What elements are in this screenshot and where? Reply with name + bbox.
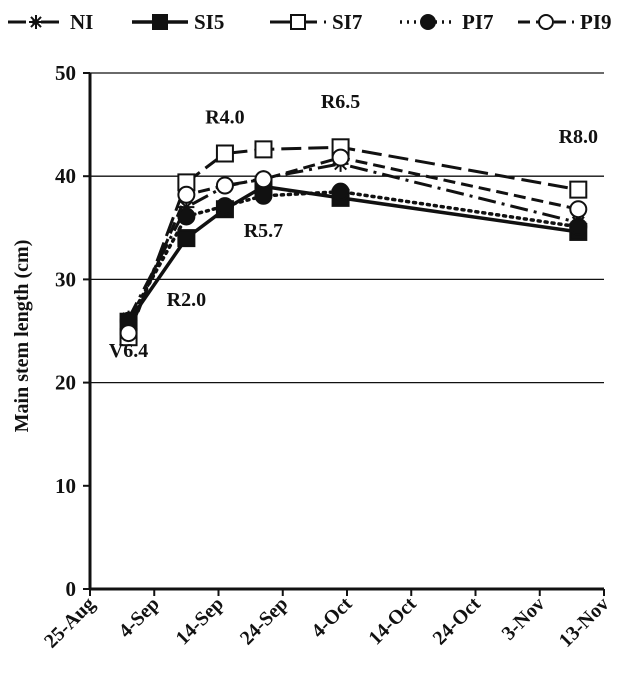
legend-label: PI7 bbox=[462, 10, 494, 34]
y-tick-label: 40 bbox=[55, 164, 76, 188]
data-point-pi7 bbox=[177, 207, 196, 226]
legend-marker bbox=[420, 14, 436, 30]
legend: NI SI5 SI7 PI7 PI9 bbox=[8, 10, 612, 34]
x-tick-label: 13-Nov bbox=[555, 593, 614, 652]
stage-label: R5.7 bbox=[244, 220, 283, 242]
legend-label: PI9 bbox=[580, 10, 612, 34]
data-point-si7 bbox=[215, 144, 234, 163]
legend-item-si7: SI7 bbox=[270, 10, 362, 34]
series-line-ni bbox=[127, 162, 579, 320]
data-point-ni bbox=[178, 199, 195, 216]
legend-marker bbox=[29, 15, 43, 29]
legend-marker bbox=[290, 14, 306, 30]
stage-label: R2.0 bbox=[167, 289, 206, 311]
data-point-pi7 bbox=[254, 186, 273, 205]
stage-label: R8.0 bbox=[559, 126, 598, 148]
x-tick-label: 14-Sep bbox=[172, 593, 228, 649]
y-tick-label: 10 bbox=[55, 474, 76, 498]
x-tick-label: 25-Aug bbox=[40, 593, 100, 653]
x-tick-label: 4-Sep bbox=[114, 593, 163, 642]
legend-marker bbox=[152, 14, 168, 30]
x-tick-label: 24-Sep bbox=[236, 593, 292, 649]
x-tick-label: 3-Nov bbox=[498, 593, 550, 645]
y-tick-label: 30 bbox=[55, 267, 76, 291]
stage-annotations: V6.4 R2.0 R4.0 R5.7 R6.5 R8.0 bbox=[109, 91, 598, 362]
legend-marker bbox=[538, 14, 554, 30]
y-axis-label: Main stem length (cm) bbox=[11, 240, 33, 433]
data-point-pi9 bbox=[254, 170, 273, 189]
series-line-si7 bbox=[127, 145, 579, 338]
legend-label: NI bbox=[70, 10, 93, 34]
stage-label: R4.0 bbox=[205, 107, 244, 129]
data-point-pi7 bbox=[569, 217, 588, 236]
stage-label: V6.4 bbox=[109, 340, 148, 362]
series-markers bbox=[119, 138, 588, 347]
data-point-si5 bbox=[177, 229, 196, 248]
x-tick-label: 4-Oct bbox=[307, 593, 357, 643]
y-tick-label: 50 bbox=[55, 61, 76, 85]
data-point-pi9 bbox=[119, 324, 138, 343]
x-ticks: 25-Aug 4-Sep 14-Sep 24-Sep 4-Oct 14-Oct 24-Oct… bbox=[40, 589, 614, 653]
data-point-pi7 bbox=[331, 182, 350, 201]
gridlines bbox=[90, 72, 604, 384]
legend-item-pi7: PI7 bbox=[400, 10, 494, 34]
data-point-pi9 bbox=[569, 200, 588, 219]
legend-item-ni: NI bbox=[8, 10, 93, 34]
y-tick-label: 0 bbox=[66, 577, 77, 601]
legend-label: SI5 bbox=[194, 10, 224, 34]
legend-label: SI7 bbox=[332, 10, 362, 34]
legend-item-si5: SI5 bbox=[132, 10, 224, 34]
y-ticks: 0 10 20 30 40 50 bbox=[55, 61, 90, 601]
data-point-pi9 bbox=[177, 185, 196, 204]
data-point-si7 bbox=[569, 180, 588, 199]
legend-item-pi9: PI9 bbox=[518, 10, 612, 34]
data-point-si7 bbox=[254, 140, 273, 159]
series-line-pi9 bbox=[127, 156, 579, 334]
x-tick-label: 14-Oct bbox=[364, 593, 421, 650]
x-tick-label: 24-Oct bbox=[429, 593, 486, 650]
series-line-pi7 bbox=[126, 189, 581, 323]
series-line-si5 bbox=[127, 184, 579, 323]
stage-label: R6.5 bbox=[321, 91, 360, 113]
y-tick-label: 20 bbox=[55, 371, 76, 395]
data-point-pi9 bbox=[215, 176, 234, 195]
series-lines bbox=[126, 145, 581, 338]
data-point-pi7 bbox=[215, 197, 234, 216]
data-point-pi9 bbox=[331, 148, 350, 167]
